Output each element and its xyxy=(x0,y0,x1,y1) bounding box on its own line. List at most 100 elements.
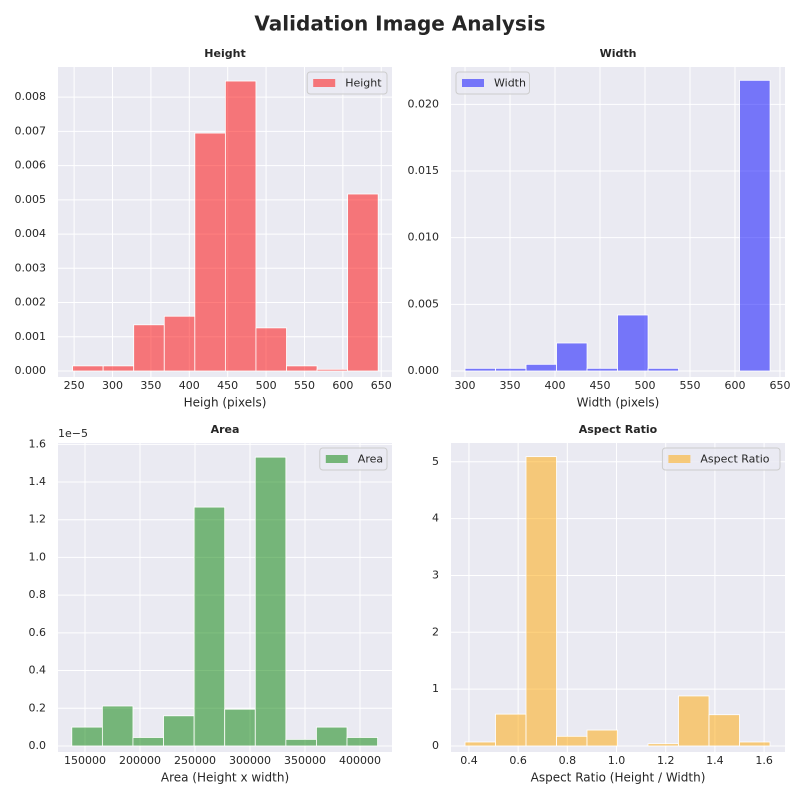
x-axis-label: Heigh (pixels) xyxy=(184,396,267,410)
x-tick-label: 1.6 xyxy=(755,754,773,767)
histogram-bar xyxy=(586,367,618,372)
plot-area xyxy=(451,443,785,752)
y-tick-label: 2 xyxy=(432,625,439,638)
y-tick-label: 3 xyxy=(432,568,439,581)
histogram-bar xyxy=(525,363,557,372)
x-tick-label: 0.4 xyxy=(460,754,478,767)
y-tick-label: 1.2 xyxy=(29,513,47,526)
legend-box xyxy=(455,71,530,95)
histogram-bar xyxy=(647,743,679,747)
y-tick-label: 0.001 xyxy=(15,330,47,343)
x-tick-label: 450 xyxy=(590,379,611,392)
histogram-bar xyxy=(739,741,771,747)
histogram-bar xyxy=(102,365,135,372)
legend: Aspect Ratio xyxy=(661,447,781,471)
x-tick-label: 300 xyxy=(455,379,476,392)
x-tick-label: 500 xyxy=(256,379,277,392)
legend-label: Aspect Ratio xyxy=(700,453,769,466)
y-tick-label: 0.000 xyxy=(408,364,440,377)
histogram-bar xyxy=(194,132,226,372)
histogram-bar xyxy=(285,738,317,747)
legend: Width xyxy=(455,71,530,95)
x-tick-label: 250 xyxy=(64,379,85,392)
histogram-bar xyxy=(739,79,771,372)
x-tick-label: 650 xyxy=(769,379,790,392)
x-tick-label: 650 xyxy=(371,379,392,392)
x-axis-label: Width (pixels) xyxy=(577,396,660,410)
legend-label: Area xyxy=(358,453,383,466)
legend-swatch xyxy=(668,455,691,463)
x-tick-label: 600 xyxy=(332,379,353,392)
histogram-bar xyxy=(224,80,257,372)
x-tick-label: 1.2 xyxy=(657,754,675,767)
histogram-bar xyxy=(346,737,378,747)
histogram-bar xyxy=(464,367,496,372)
histogram-bar xyxy=(254,456,287,747)
y-tick-label: 0.005 xyxy=(408,297,440,310)
legend: Height xyxy=(306,71,388,95)
legend-box xyxy=(661,447,781,471)
x-tick-label: 0.6 xyxy=(509,754,527,767)
y-tick-label: 0.002 xyxy=(15,296,47,309)
histogram-bar xyxy=(101,705,134,747)
figure-title: Validation Image Analysis xyxy=(254,12,545,36)
x-tick-label: 1.4 xyxy=(706,754,724,767)
x-tick-label: 1.0 xyxy=(608,754,626,767)
histogram-bar xyxy=(708,714,740,747)
y-tick-label: 0.005 xyxy=(15,193,47,206)
histogram-bar xyxy=(133,324,165,372)
x-tick-label: 150000 xyxy=(64,754,106,767)
histogram-bar xyxy=(678,695,710,747)
x-tick-label: 250000 xyxy=(174,754,216,767)
y-tick-label: 0.006 xyxy=(15,159,47,172)
x-tick-label: 0.8 xyxy=(559,754,577,767)
y-tick-label: 1.4 xyxy=(29,475,47,488)
y-tick-label: 1.6 xyxy=(29,437,47,450)
x-tick-label: 550 xyxy=(679,379,700,392)
subplot-title: Height xyxy=(204,47,245,60)
legend-label: Height xyxy=(345,77,382,90)
y-tick-label: 0.004 xyxy=(15,227,47,240)
y-tick-label: 0.000 xyxy=(15,364,47,377)
y-tick-label: 0.020 xyxy=(408,97,440,110)
y-tick-label: 0.0 xyxy=(29,739,47,752)
legend-swatch xyxy=(325,455,348,463)
histogram-bar xyxy=(556,735,588,747)
histogram-bar xyxy=(132,737,164,747)
x-tick-label: 450 xyxy=(217,379,238,392)
subplot-title: Aspect Ratio xyxy=(579,423,658,436)
y-tick-label: 0 xyxy=(432,739,439,752)
histogram-bar xyxy=(255,327,287,372)
legend-label: Width xyxy=(494,77,526,90)
histogram-bar xyxy=(464,741,496,747)
histogram-bar xyxy=(586,729,618,747)
legend-swatch xyxy=(462,79,484,87)
y-tick-label: 0.8 xyxy=(29,588,47,601)
histogram-bar xyxy=(617,314,649,372)
y-tick-label: 1 xyxy=(432,682,439,695)
x-tick-label: 200000 xyxy=(119,754,161,767)
histogram-bar xyxy=(495,367,527,372)
histogram-bar xyxy=(495,713,527,747)
y-tick-label: 4 xyxy=(432,512,439,525)
x-tick-label: 300 xyxy=(102,379,123,392)
histogram-bar xyxy=(286,365,318,372)
histogram-bar xyxy=(556,342,588,372)
y-tick-label: 0.008 xyxy=(15,90,47,103)
y-tick-label: 0.6 xyxy=(29,626,47,639)
x-tick-label: 350 xyxy=(500,379,521,392)
histogram-bar xyxy=(72,365,104,372)
histogram-bar xyxy=(163,315,196,372)
subplot-title: Width xyxy=(600,47,637,60)
legend: Area xyxy=(319,447,388,471)
x-tick-label: 400 xyxy=(179,379,200,392)
x-axis-label: Area (Height x width) xyxy=(161,771,289,785)
x-tick-label: 350 xyxy=(140,379,161,392)
y-tick-label: 0.015 xyxy=(408,164,440,177)
histogram-bar xyxy=(163,715,195,747)
histogram-bar xyxy=(71,726,103,747)
y-tick-label: 0.4 xyxy=(29,664,47,677)
x-tick-label: 300000 xyxy=(229,754,271,767)
histogram-bar xyxy=(316,726,348,747)
